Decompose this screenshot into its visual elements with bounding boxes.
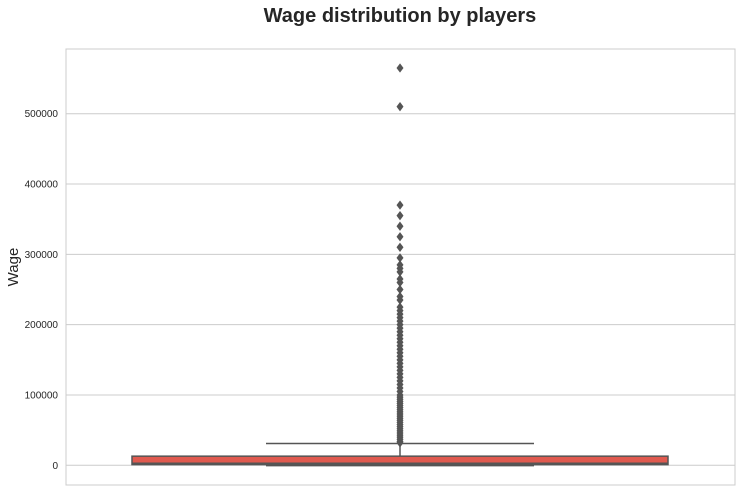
outlier-point [396,438,404,448]
outlier-point [396,63,404,73]
y-tick-label: 400000 [25,180,59,191]
y-tick-label: 0 [52,461,58,472]
y-tick-label: 300000 [25,250,59,261]
y-tick-label: 500000 [25,109,59,120]
iqr-box [131,455,669,466]
outlier-point [396,101,404,112]
chart-title: Wage distribution by players [264,5,537,27]
outlier-point [396,232,404,242]
outlier-point [396,221,404,231]
outlier-points [396,63,404,448]
y-tick-label: 200000 [25,320,59,331]
y-tick-labels: 0 100000 200000 300000 400000 500000 [25,109,59,472]
y-tick-label: 100000 [25,390,59,401]
outlier-point [396,242,404,252]
outlier-point [396,210,404,221]
y-axis-label: Wage [5,248,22,287]
outlier-point [396,200,404,210]
